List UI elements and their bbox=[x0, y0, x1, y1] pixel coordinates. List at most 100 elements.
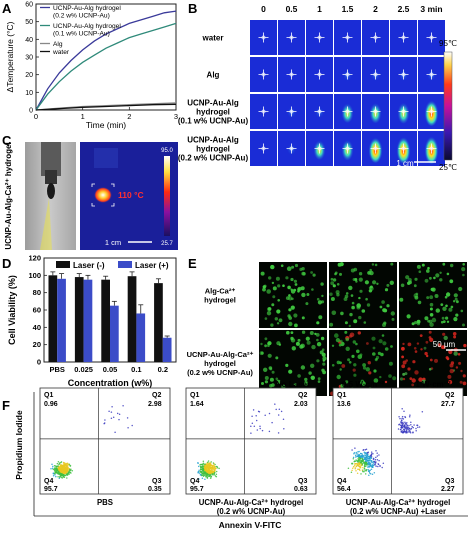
cell-dot bbox=[442, 262, 446, 266]
event-dot bbox=[410, 428, 412, 430]
bar-d-1 bbox=[162, 337, 172, 362]
cell-dot bbox=[272, 286, 277, 291]
event-dot bbox=[62, 466, 65, 469]
crosshair-icon bbox=[426, 106, 437, 117]
y-tick-label-a: 60 bbox=[25, 2, 33, 9]
cell-dot bbox=[400, 283, 405, 288]
cell-dot bbox=[369, 268, 373, 272]
series-line-a-1 bbox=[35, 22, 177, 111]
event-dot bbox=[368, 456, 370, 459]
event-dot bbox=[361, 460, 364, 463]
event-dot bbox=[357, 451, 359, 453]
event-dot bbox=[356, 455, 358, 458]
event-dot bbox=[361, 469, 364, 471]
event-dot bbox=[57, 475, 59, 478]
event-dot bbox=[403, 424, 406, 427]
cell-dot bbox=[445, 356, 449, 360]
crosshair-ring bbox=[345, 146, 350, 151]
flow-plot-frame bbox=[39, 387, 171, 495]
x-tick-label-d: 0.2 bbox=[158, 365, 168, 374]
cell-dot bbox=[448, 380, 453, 385]
quadrant-value-q4: 95.7 bbox=[44, 486, 58, 493]
event-dot bbox=[64, 463, 67, 466]
event-dot bbox=[201, 471, 203, 473]
cell-dot bbox=[448, 349, 453, 355]
cell-dot bbox=[288, 296, 293, 301]
event-dot bbox=[365, 448, 368, 450]
event-dot bbox=[198, 478, 200, 480]
event-dot bbox=[370, 468, 373, 470]
cell-dot bbox=[458, 361, 462, 365]
event-dot bbox=[376, 455, 379, 457]
cell-dot bbox=[462, 323, 465, 327]
event-dot bbox=[209, 472, 211, 475]
event-dot bbox=[59, 465, 61, 468]
event-dot bbox=[216, 467, 219, 469]
event-dot bbox=[66, 473, 69, 476]
cell-dot bbox=[316, 321, 320, 325]
event-dot bbox=[204, 469, 206, 472]
cell-dot bbox=[437, 343, 442, 348]
cell-dot bbox=[463, 343, 467, 348]
y-tick-label-d: 20 bbox=[33, 340, 41, 349]
y-tick-label-a: 50 bbox=[25, 19, 33, 26]
cell-dot bbox=[311, 344, 316, 350]
y-axis-label-a: ΔTemperature (°C) bbox=[5, 21, 15, 92]
cell-dot bbox=[380, 352, 384, 357]
cell-dot bbox=[309, 331, 314, 335]
syringe-nozzle bbox=[45, 170, 57, 184]
event-dot bbox=[54, 466, 56, 469]
cell-dot bbox=[349, 332, 355, 338]
cell-dot bbox=[406, 314, 411, 319]
event-dot bbox=[397, 428, 400, 430]
event-dot bbox=[202, 475, 205, 478]
event-dot bbox=[215, 475, 218, 478]
cell-dot bbox=[358, 277, 363, 282]
event-dot bbox=[277, 414, 280, 416]
cell-dot bbox=[297, 338, 301, 342]
event-dot bbox=[401, 423, 404, 425]
event-dot bbox=[53, 472, 56, 475]
event-dot bbox=[127, 426, 129, 429]
cell-dot bbox=[376, 282, 379, 285]
event-dot bbox=[353, 451, 356, 454]
event-dot bbox=[402, 426, 404, 428]
cell-dot bbox=[290, 305, 295, 310]
crosshair-ring bbox=[401, 72, 406, 77]
event-dot bbox=[402, 418, 405, 420]
cell-dot bbox=[275, 377, 279, 381]
event-dot bbox=[203, 472, 205, 474]
cell-dot bbox=[337, 262, 342, 267]
event-dot bbox=[215, 467, 217, 470]
cell-dot bbox=[359, 353, 363, 357]
crosshair-icon bbox=[398, 106, 409, 117]
cell-dot bbox=[413, 293, 419, 298]
event-dot bbox=[199, 470, 201, 473]
event-dot bbox=[61, 474, 64, 476]
cell-dot bbox=[358, 296, 361, 300]
cell-dot bbox=[340, 384, 345, 388]
event-dot bbox=[52, 475, 55, 477]
cell-dot bbox=[361, 309, 366, 313]
quadrant-label-q3: Q3 bbox=[298, 478, 307, 485]
event-dot bbox=[62, 462, 65, 464]
quadrant-label-q1: Q1 bbox=[337, 392, 346, 399]
event-dot bbox=[131, 424, 133, 427]
quadrant-value-q3: 2.27 bbox=[441, 486, 455, 493]
event-dot bbox=[373, 471, 376, 474]
cell-dot bbox=[356, 349, 360, 354]
cell-dot bbox=[418, 377, 423, 382]
cell-dot bbox=[416, 264, 421, 269]
event-dot bbox=[359, 466, 362, 468]
quadrant-label-q3: Q3 bbox=[152, 478, 161, 485]
cell-dot bbox=[379, 375, 382, 379]
y-tick-label-d: 60 bbox=[33, 306, 41, 315]
cell-dot bbox=[441, 345, 446, 350]
cell-dot bbox=[456, 300, 459, 304]
quadrant-value-q1: 1.64 bbox=[190, 401, 204, 408]
event-dot bbox=[250, 432, 252, 434]
event-dot bbox=[365, 465, 367, 468]
event-dot bbox=[372, 452, 374, 455]
